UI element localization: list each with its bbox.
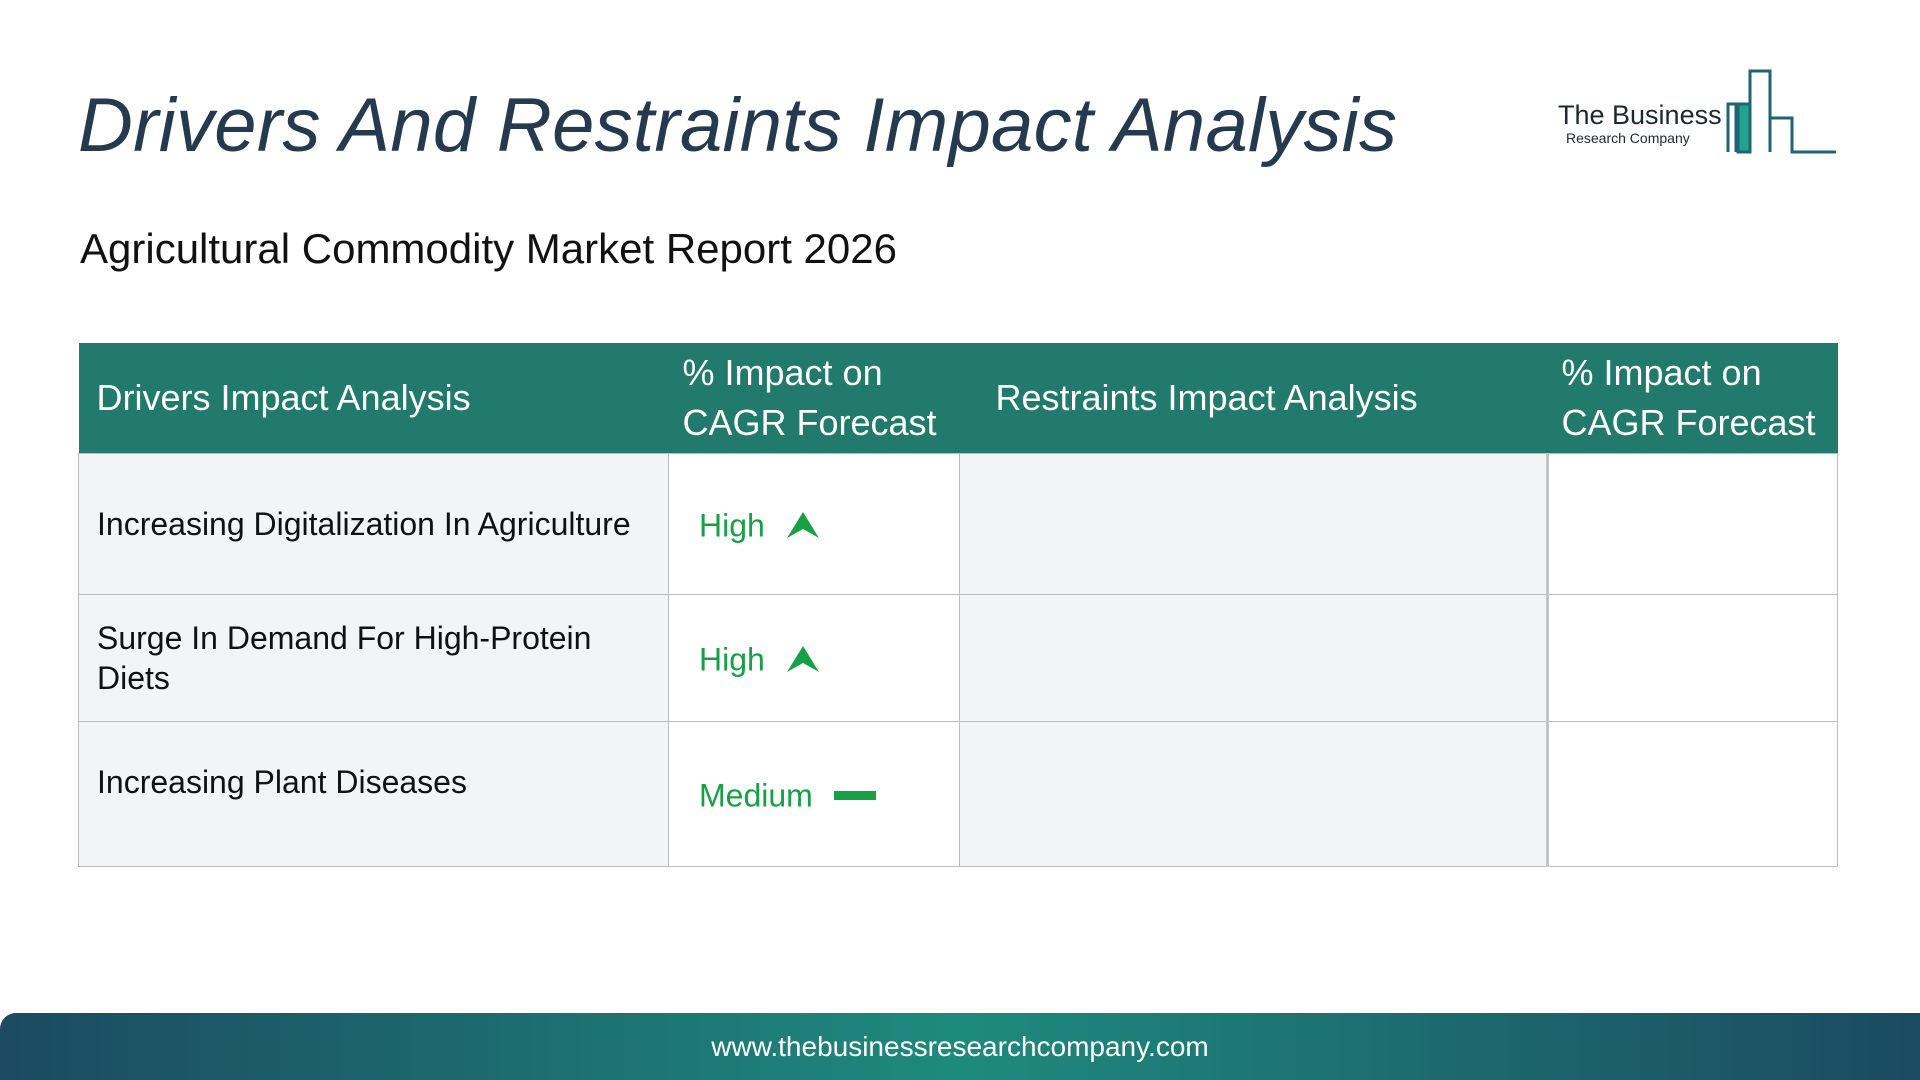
- header-restraints: Restraints Impact Analysis: [959, 343, 1548, 454]
- company-logo: The Business Research Company: [1548, 66, 1838, 156]
- header-drivers-impact: % Impact on CAGR Forecast: [668, 343, 960, 454]
- arrow-up-icon: [786, 512, 819, 539]
- driver-cell: Increasing Plant Diseases: [78, 721, 669, 867]
- impact-cell: Medium: [668, 721, 960, 867]
- restraint-cell: [959, 453, 1548, 595]
- footer-bar: www.thebusinessresearchcompany.com: [0, 1013, 1920, 1080]
- arrow-up-icon: [786, 646, 819, 673]
- logo-name: The Business: [1558, 100, 1722, 130]
- restraint-impact-cell: [1546, 594, 1838, 722]
- table-row: Increasing Digitalization In Agriculture…: [78, 453, 1838, 595]
- impact-level: High: [699, 641, 765, 678]
- driver-cell: Increasing Digitalization In Agriculture: [78, 453, 669, 595]
- report-subtitle: Agricultural Commodity Market Report 202…: [80, 225, 897, 272]
- impact-cell: High: [668, 453, 960, 595]
- dash-icon: [833, 791, 876, 801]
- impact-cell: High: [668, 594, 960, 722]
- page-title: Drivers And Restraints Impact Analysis: [78, 83, 1398, 168]
- table-row: Surge In Demand For High-Protein Diets H…: [78, 594, 1838, 722]
- impact-analysis-table: Drivers Impact Analysis % Impact on CAGR…: [78, 343, 1838, 867]
- restraint-cell: [959, 721, 1548, 867]
- table-row: Increasing Plant Diseases Medium: [78, 721, 1838, 867]
- restraint-impact-cell: [1546, 721, 1838, 867]
- impact-level: High: [699, 507, 765, 544]
- impact-level: Medium: [699, 777, 813, 814]
- driver-label: Increasing Digitalization In Agriculture: [97, 506, 631, 542]
- bar-chart-building-icon: [1726, 69, 1836, 154]
- table-header-row: Drivers Impact Analysis % Impact on CAGR…: [78, 343, 1838, 454]
- restraint-impact-cell: [1546, 453, 1838, 595]
- restraint-cell: [959, 594, 1548, 722]
- driver-label: Increasing Plant Diseases: [97, 764, 467, 800]
- driver-cell: Surge In Demand For High-Protein Diets: [78, 594, 669, 722]
- logo-tagline: Research Company: [1566, 130, 1690, 146]
- footer-url[interactable]: www.thebusinessresearchcompany.com: [711, 1031, 1209, 1062]
- driver-label: Surge In Demand For High-Protein Diets: [97, 620, 592, 696]
- header-restraints-impact: % Impact on CAGR Forecast: [1547, 343, 1838, 454]
- header-drivers: Drivers Impact Analysis: [78, 343, 669, 454]
